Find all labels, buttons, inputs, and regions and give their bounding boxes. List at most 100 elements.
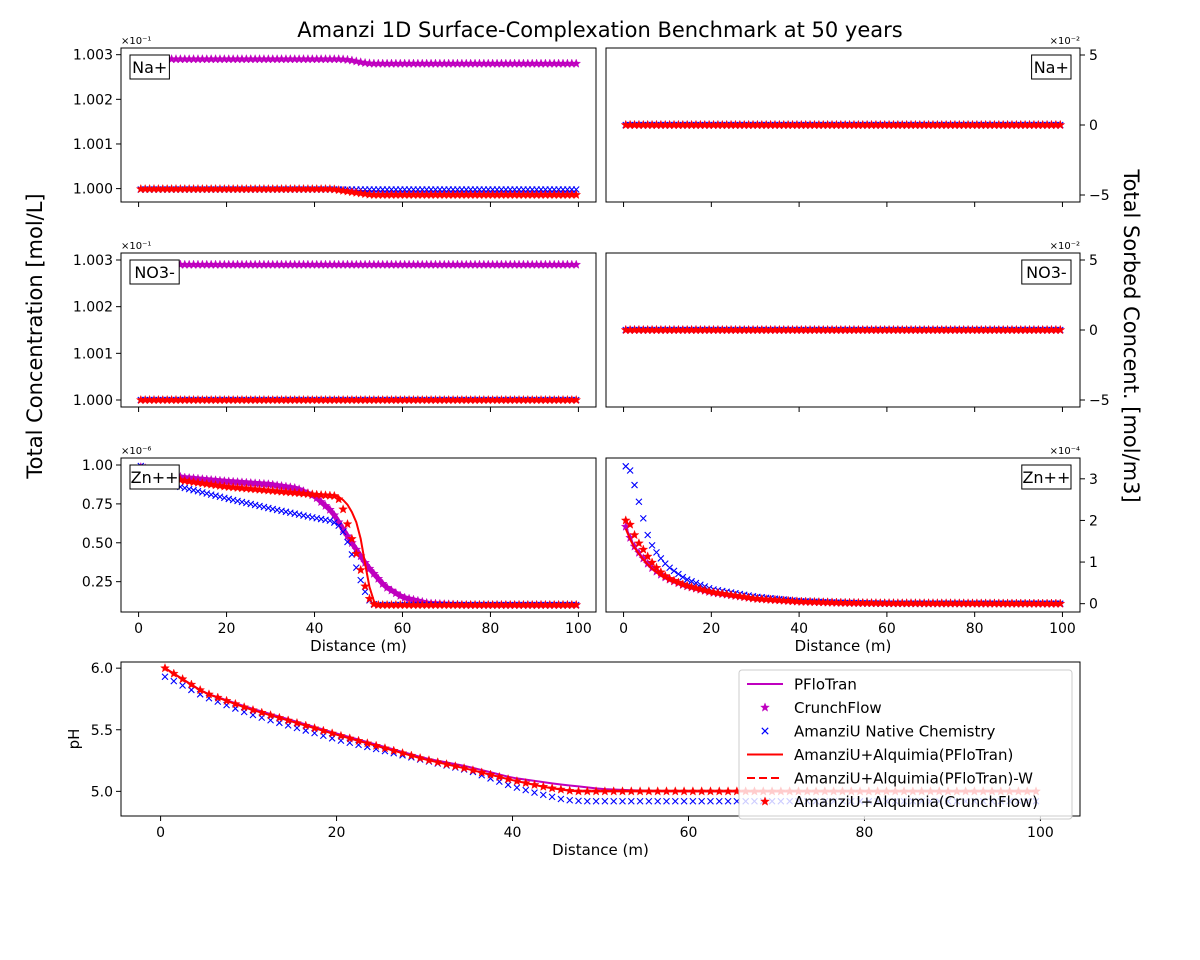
star-marker: [292, 717, 302, 728]
x-marker: [326, 517, 334, 524]
star-marker: [642, 551, 653, 561]
axis-exponent-label: ×10⁻¹: [121, 36, 151, 47]
x-tick-label: 40: [790, 621, 808, 637]
axes-frame: [605, 457, 1081, 613]
x-marker: [575, 797, 582, 805]
star-marker: [377, 578, 388, 588]
star-marker: [160, 662, 170, 673]
star-marker: [538, 781, 549, 791]
star-marker: [324, 504, 335, 514]
y-tick-label: 3: [1089, 472, 1098, 488]
panel-na_sorbed: −5 0 5 ×10⁻² Na+: [605, 36, 1110, 207]
panel-no3_sorbed: −5 0 5 ×10⁻² NO3-: [605, 241, 1110, 412]
axes-frame: [120, 47, 597, 203]
x-marker: [601, 797, 609, 805]
figure-title: Amanzi 1D Surface-Complexation Benchmark…: [297, 18, 902, 42]
star-marker: [643, 786, 654, 796]
species-label: Zn++: [1022, 468, 1070, 487]
x-marker: [644, 531, 652, 539]
x-marker: [161, 673, 169, 681]
star-marker: [221, 695, 232, 705]
star-marker: [714, 786, 725, 796]
x-axis-label: Distance (m): [795, 637, 892, 655]
series-amanziu-alquimia-crunchflow-: [135, 183, 582, 200]
y-tick-label: 1.002: [73, 300, 113, 316]
x-tick-label: 60: [680, 825, 698, 841]
star-marker: [591, 786, 602, 796]
x-marker: [648, 542, 656, 549]
star-marker: [327, 728, 338, 738]
x-tick-label: 0: [156, 825, 165, 841]
x-tick-label: 60: [878, 621, 896, 637]
star-marker: [661, 786, 672, 796]
y-tick-label: 1.003: [73, 253, 113, 269]
axis-exponent-label: ×10⁻⁴: [1050, 446, 1080, 457]
y-tick-label: 1.000: [73, 182, 113, 198]
star-marker: [382, 582, 393, 592]
legend-entry: CrunchFlow: [760, 699, 882, 717]
star-marker: [256, 707, 267, 717]
star-marker: [424, 755, 434, 765]
star-marker: [625, 519, 636, 529]
star-marker: [626, 786, 637, 796]
star-marker: [309, 723, 320, 733]
x-tick-label: 100: [565, 621, 592, 637]
x-marker: [683, 576, 691, 583]
species-label: Na+: [132, 58, 167, 77]
y-tick-label: 1.002: [73, 92, 113, 108]
x-marker: [639, 514, 647, 522]
star-marker: [485, 769, 496, 779]
legend: PFloTran CrunchFlow AmanziU Native Chemist…: [738, 669, 1073, 820]
x-marker: [635, 498, 643, 506]
species-label-box: [129, 464, 180, 490]
y-tick-label: 1.00: [82, 458, 113, 474]
x-tick-label: 20: [702, 621, 720, 637]
legend-entry: AmanziU Native Chemistry: [761, 723, 996, 741]
species-label-box: [129, 259, 180, 285]
star-marker: [406, 750, 417, 760]
species-label-box: [1031, 54, 1072, 80]
legend-star-handle: [760, 796, 770, 806]
star-marker: [571, 259, 582, 269]
x-marker: [330, 519, 338, 526]
star-marker: [660, 570, 671, 581]
star-marker: [651, 562, 662, 572]
series-amanziu-alquimia-crunchflow-: [620, 119, 1066, 130]
star-marker: [342, 530, 353, 541]
axis-exponent-label: ×10⁻⁶: [121, 446, 151, 457]
plot-area: [135, 259, 582, 405]
x-marker: [654, 797, 662, 805]
star-marker: [705, 786, 716, 796]
x-marker: [339, 528, 347, 536]
star-marker: [355, 564, 366, 575]
star-marker: [338, 523, 349, 534]
x-tick-label: 20: [218, 621, 236, 637]
x-marker: [179, 682, 186, 689]
series-crunchflow: [135, 259, 582, 269]
star-marker: [1055, 324, 1066, 335]
x-tick-label: 0: [619, 621, 628, 637]
star-marker: [168, 668, 179, 678]
x-tick-label: 40: [504, 825, 522, 841]
x-marker: [583, 797, 591, 805]
star-marker: [476, 767, 487, 777]
star-marker: [582, 786, 593, 796]
star-marker: [230, 698, 241, 709]
star-marker: [362, 738, 373, 748]
star-marker: [696, 786, 707, 796]
star-marker: [316, 496, 327, 507]
y-tick-label: 1.001: [73, 137, 113, 153]
panel-no3_total: 1.000 1.001 1.002 1.003 ×10⁻¹ NO3-: [73, 241, 597, 412]
x-marker: [566, 796, 574, 804]
star-marker: [635, 786, 646, 796]
x-marker: [610, 797, 618, 805]
star-marker: [186, 679, 197, 689]
x-marker: [724, 797, 732, 805]
star-marker: [265, 710, 276, 720]
x-marker: [670, 567, 678, 575]
star-marker: [1055, 598, 1066, 608]
x-marker: [715, 797, 723, 805]
x-marker: [504, 781, 512, 789]
star-marker: [342, 518, 353, 529]
x-marker: [357, 576, 365, 584]
